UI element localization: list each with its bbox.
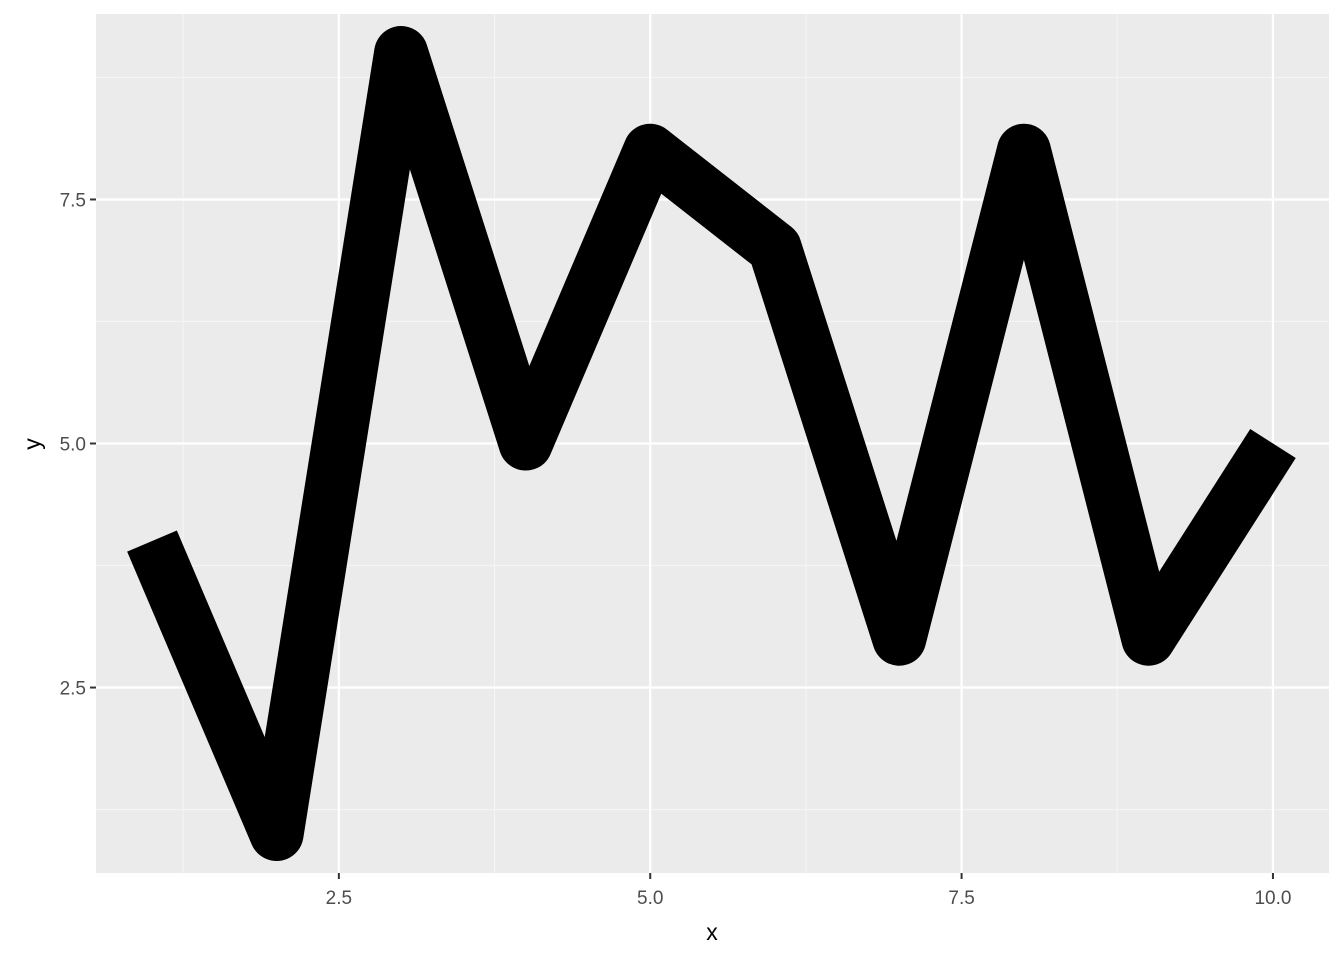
series-line-1 bbox=[127, 26, 1296, 861]
x-tick-label: 2.5 bbox=[326, 888, 352, 909]
y-tick-label: 2.5 bbox=[60, 679, 86, 700]
x-tick-label: 10.0 bbox=[1254, 888, 1291, 909]
x-tick-label: 5.0 bbox=[637, 888, 663, 909]
series-layer bbox=[127, 26, 1296, 861]
y-tick-label: 7.5 bbox=[60, 190, 86, 211]
y-axis: 2.5 5.0 7.5 bbox=[60, 190, 96, 700]
x-axis-title: x bbox=[706, 919, 718, 945]
x-tick-label: 7.5 bbox=[948, 888, 974, 909]
y-tick-label: 5.0 bbox=[60, 435, 86, 456]
x-axis: 2.5 5.0 7.5 10.0 bbox=[326, 873, 1291, 909]
y-axis-title: y bbox=[19, 438, 45, 450]
